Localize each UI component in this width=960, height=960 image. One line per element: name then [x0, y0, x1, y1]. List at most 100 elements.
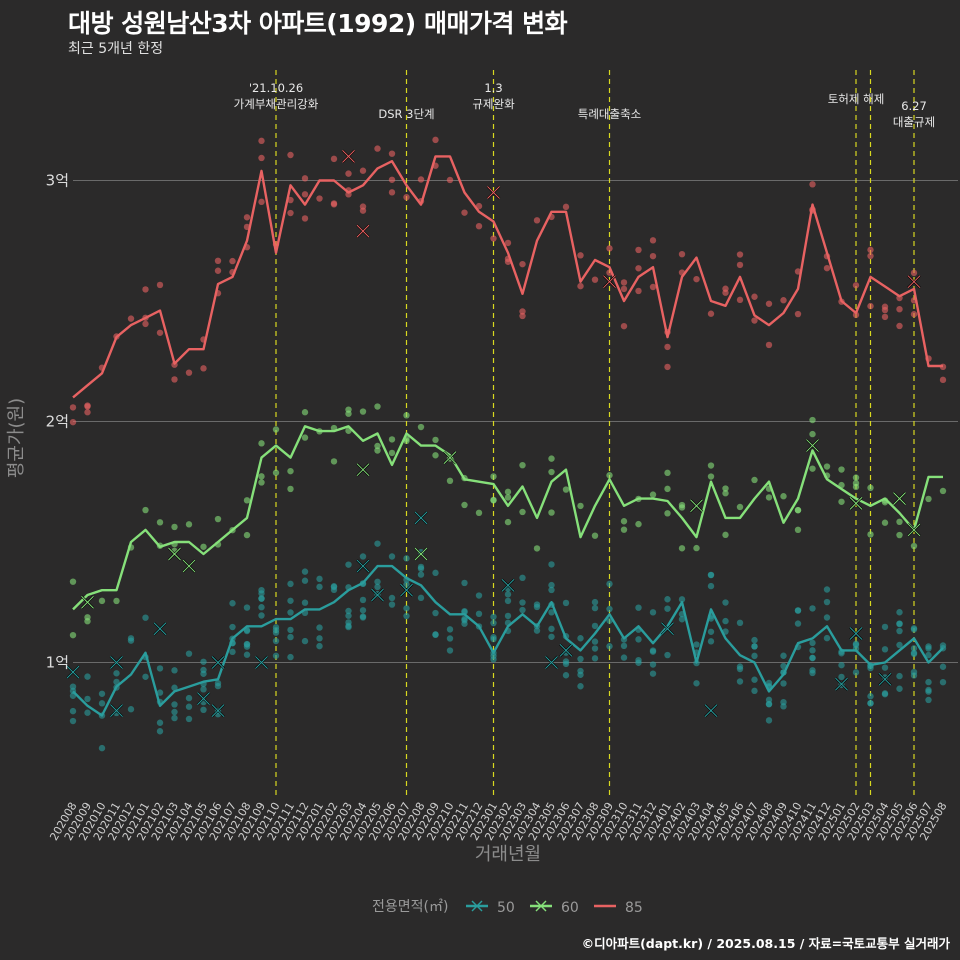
- data-point: [84, 673, 91, 680]
- data-point: [446, 176, 454, 184]
- data-point: [635, 656, 642, 664]
- data-point: [504, 597, 512, 605]
- special-mark: [211, 655, 225, 670]
- data-point: [200, 543, 207, 550]
- data-point: [403, 555, 410, 562]
- data-point: [156, 689, 164, 696]
- special-mark: [80, 595, 95, 609]
- data-point: [287, 597, 294, 604]
- data-point: [84, 695, 91, 703]
- data-point: [925, 643, 932, 650]
- data-point: [678, 596, 686, 603]
- data-point: [403, 193, 410, 201]
- data-point: [374, 145, 381, 152]
- data-point: [548, 455, 555, 462]
- data-point: [504, 591, 512, 598]
- data-point: [751, 676, 758, 683]
- data-point: [156, 719, 164, 726]
- event-label: 1.3: [484, 81, 502, 95]
- data-point: [722, 531, 729, 539]
- data-point: [185, 369, 193, 376]
- mark-stroke: [878, 672, 892, 686]
- mark-stroke: [110, 704, 123, 718]
- special-mark: [849, 626, 863, 641]
- data-point: [881, 306, 889, 314]
- data-point: [461, 579, 468, 587]
- special-mark: [602, 274, 617, 289]
- data-point: [678, 616, 686, 623]
- data-point: [446, 477, 454, 485]
- mark-stroke: [211, 656, 225, 669]
- data-point: [113, 670, 120, 677]
- data-point: [533, 545, 541, 552]
- data-point: [606, 643, 613, 650]
- special-mark: [834, 677, 849, 691]
- mark-stroke: [835, 677, 848, 691]
- data-point: [809, 416, 816, 424]
- data-point: [490, 473, 497, 480]
- data-point: [287, 485, 294, 493]
- data-point: [736, 503, 744, 511]
- data-point: [171, 701, 178, 708]
- data-point: [838, 466, 845, 473]
- data-point: [142, 286, 149, 293]
- data-point: [243, 497, 251, 504]
- data-point: [316, 624, 323, 631]
- data-point: [548, 609, 555, 616]
- data-point: [258, 473, 265, 480]
- data-point: [591, 638, 599, 645]
- data-point: [678, 250, 686, 258]
- data-point: [823, 614, 831, 621]
- data-point: [156, 665, 164, 672]
- data-point: [722, 599, 729, 606]
- mark-stroke: [356, 559, 370, 573]
- data-point: [345, 612, 352, 619]
- special-mark: [66, 665, 80, 679]
- data-point: [649, 648, 657, 655]
- data-point: [359, 408, 367, 415]
- series-line-85: [72, 155, 943, 399]
- data-point: [519, 260, 526, 268]
- data-point: [272, 624, 280, 631]
- mark-stroke: [806, 439, 819, 452]
- special-mark: [878, 672, 892, 687]
- data-point: [765, 494, 773, 501]
- mark-stroke: [690, 499, 703, 513]
- data-point: [388, 436, 396, 443]
- data-point: [707, 628, 715, 635]
- data-point: [301, 434, 309, 441]
- data-point: [823, 634, 831, 642]
- data-point: [84, 403, 91, 410]
- special-mark: [805, 438, 820, 453]
- event-label: 대출규제: [893, 115, 935, 129]
- legend-x: [535, 900, 547, 912]
- data-point: [664, 485, 671, 493]
- data-point: [98, 700, 106, 707]
- data-point: [142, 673, 149, 680]
- data-point: [591, 655, 599, 662]
- data-point: [852, 483, 860, 491]
- data-point: [171, 376, 178, 383]
- special-mark: [370, 588, 385, 602]
- data-point: [736, 619, 744, 627]
- data-point: [171, 667, 178, 674]
- data-point: [330, 458, 338, 465]
- data-point: [258, 612, 265, 619]
- data-point: [519, 308, 526, 315]
- data-point: [272, 469, 280, 476]
- data-point: [722, 285, 729, 292]
- data-point: [577, 282, 584, 290]
- legend: 전용면적(㎡) 50 60 85: [372, 899, 643, 916]
- data-point: [258, 440, 265, 447]
- data-point: [475, 509, 483, 517]
- data-point: [838, 498, 845, 505]
- data-point: [910, 668, 918, 676]
- data-point: [635, 520, 642, 528]
- data-point: [258, 590, 265, 597]
- data-point: [345, 619, 352, 626]
- chart-subtitle: 최근 5개년 한정: [68, 41, 164, 57]
- data-point: [287, 633, 294, 641]
- mark-stroke: [907, 275, 921, 289]
- data-point: [867, 252, 874, 260]
- data-point: [432, 436, 439, 444]
